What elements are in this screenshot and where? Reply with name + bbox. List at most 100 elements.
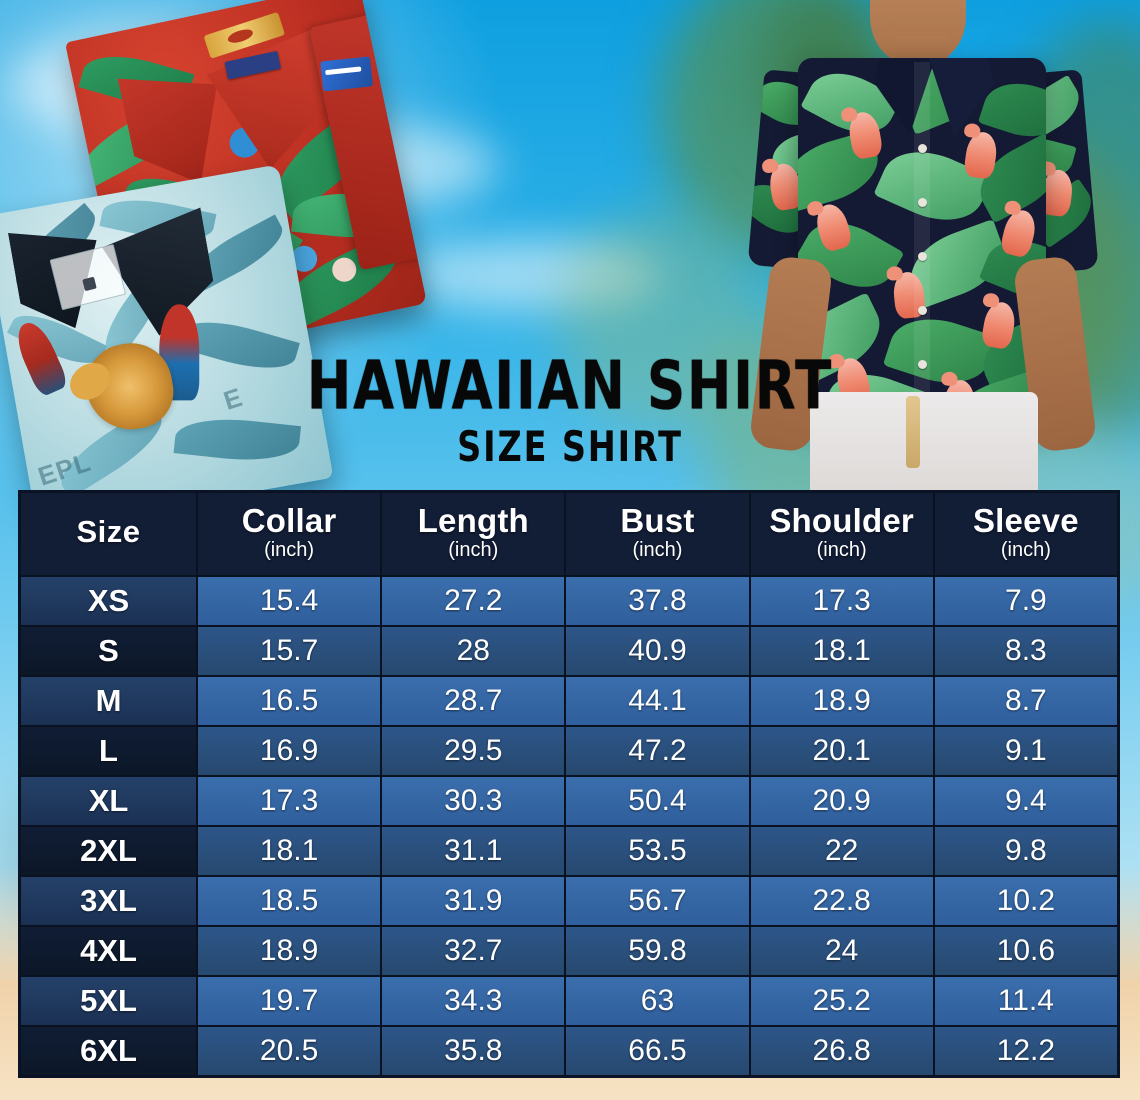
collar-cell: 18.9 xyxy=(197,926,382,976)
size-cell: L xyxy=(20,726,197,776)
table-row: XL 17.3 30.3 50.4 20.9 9.4 xyxy=(20,776,1118,826)
collar-cell: 18.5 xyxy=(197,876,382,926)
bust-cell: 50.4 xyxy=(565,776,750,826)
button-placket xyxy=(914,62,930,424)
table-row: L 16.9 29.5 47.2 20.1 9.1 xyxy=(20,726,1118,776)
column-header-label: Size xyxy=(76,514,141,549)
size-cell: M xyxy=(20,676,197,726)
shoulder-cell: 18.1 xyxy=(749,626,934,676)
shoulder-cell: 24 xyxy=(749,926,934,976)
sleeve-cell: 9.4 xyxy=(933,776,1118,826)
column-header-sleeve: Sleeve (inch) xyxy=(933,492,1118,576)
bust-cell: 37.8 xyxy=(565,576,750,626)
brand-tag xyxy=(320,56,374,92)
light-blue-hibiscus-parrot-shirt: EPL E xyxy=(0,164,334,530)
shoulder-cell: 18.9 xyxy=(749,676,934,726)
length-cell: 27.2 xyxy=(381,576,566,626)
column-header-shoulder: Shoulder (inch) xyxy=(749,492,934,576)
length-cell: 28.7 xyxy=(381,676,566,726)
column-header-bust: Bust (inch) xyxy=(565,492,750,576)
column-header-label: Collar xyxy=(241,501,337,539)
shirt-button xyxy=(918,198,927,207)
collar-cell: 17.3 xyxy=(197,776,382,826)
table-row: 5XL 19.7 34.3 63 25.2 11.4 xyxy=(20,976,1118,1026)
length-cell: 31.1 xyxy=(381,826,566,876)
sleeve-cell: 8.7 xyxy=(933,676,1118,726)
bust-cell: 56.7 xyxy=(565,876,750,926)
table-header-row: Size Collar (inch) Length (inch) Bust (i… xyxy=(20,492,1118,576)
bust-cell: 53.5 xyxy=(565,826,750,876)
column-header-size: Size xyxy=(20,492,197,576)
length-cell: 34.3 xyxy=(381,976,566,1026)
length-cell: 31.9 xyxy=(381,876,566,926)
collar-cell: 18.1 xyxy=(197,826,382,876)
cloud xyxy=(400,240,660,310)
navy-flamingo-shirt-body xyxy=(798,58,1046,428)
size-cell: 5XL xyxy=(20,976,197,1026)
shoulder-cell: 25.2 xyxy=(749,976,934,1026)
table-row: M 16.5 28.7 44.1 18.9 8.7 xyxy=(20,676,1118,726)
length-cell: 35.8 xyxy=(381,1026,566,1076)
length-cell: 32.7 xyxy=(381,926,566,976)
size-cell: 3XL xyxy=(20,876,197,926)
collar-cell: 20.5 xyxy=(197,1026,382,1076)
shirt-button xyxy=(918,144,927,153)
sleeve-cell: 10.6 xyxy=(933,926,1118,976)
folded-hawaiian-shirts-photo: EPL E xyxy=(0,0,428,530)
sleeve-cell: 11.4 xyxy=(933,976,1118,1026)
table-row: S 15.7 28 40.9 18.1 8.3 xyxy=(20,626,1118,676)
size-cell: XL xyxy=(20,776,197,826)
column-header-label: Sleeve xyxy=(972,501,1079,539)
size-cell: S xyxy=(20,626,197,676)
hawaiian-shirt-size-chart: Size Collar (inch) Length (inch) Bust (i… xyxy=(20,492,1118,1076)
model-wearing-navy-flamingo-shirt-photo xyxy=(700,0,1140,500)
collar-cell: 16.5 xyxy=(197,676,382,726)
shirt-button xyxy=(918,306,927,315)
model-white-pants xyxy=(810,392,1038,500)
bust-cell: 47.2 xyxy=(565,726,750,776)
collar-cell: 16.9 xyxy=(197,726,382,776)
collar-cell: 15.4 xyxy=(197,576,382,626)
pants-drawstring xyxy=(906,396,920,468)
length-cell: 28 xyxy=(381,626,566,676)
column-header-label: Length xyxy=(417,501,529,539)
size-cell: XS xyxy=(20,576,197,626)
table-row: 6XL 20.5 35.8 66.5 26.8 12.2 xyxy=(20,1026,1118,1076)
bust-cell: 63 xyxy=(565,976,750,1026)
sleeve-cell: 7.9 xyxy=(933,576,1118,626)
sleeve-cell: 12.2 xyxy=(933,1026,1118,1076)
length-cell: 29.5 xyxy=(381,726,566,776)
palm-foliage-blur xyxy=(560,210,760,430)
shoulder-cell: 22 xyxy=(749,826,934,876)
shoulder-cell: 22.8 xyxy=(749,876,934,926)
shirt-button xyxy=(918,360,927,369)
column-header-unit: (inch) xyxy=(816,538,867,561)
length-cell: 30.3 xyxy=(381,776,566,826)
table-row: 3XL 18.5 31.9 56.7 22.8 10.2 xyxy=(20,876,1118,926)
column-header-unit: (inch) xyxy=(264,538,315,561)
column-header-collar: Collar (inch) xyxy=(197,492,382,576)
column-header-label: Shoulder xyxy=(769,501,914,539)
shirt-button xyxy=(918,252,927,261)
bust-cell: 59.8 xyxy=(565,926,750,976)
sleeve-cell: 8.3 xyxy=(933,626,1118,676)
table-row: 4XL 18.9 32.7 59.8 24 10.6 xyxy=(20,926,1118,976)
shoulder-cell: 17.3 xyxy=(749,576,934,626)
table-row: XS 15.4 27.2 37.8 17.3 7.9 xyxy=(20,576,1118,626)
column-header-label: Bust xyxy=(620,501,695,539)
shoulder-cell: 26.8 xyxy=(749,1026,934,1076)
shoulder-cell: 20.1 xyxy=(749,726,934,776)
column-header-unit: (inch) xyxy=(632,538,683,561)
size-cell: 6XL xyxy=(20,1026,197,1076)
shoulder-cell: 20.9 xyxy=(749,776,934,826)
bust-cell: 66.5 xyxy=(565,1026,750,1076)
column-header-unit: (inch) xyxy=(448,538,499,561)
collar-cell: 15.7 xyxy=(197,626,382,676)
bust-cell: 40.9 xyxy=(565,626,750,676)
sleeve-cell: 9.8 xyxy=(933,826,1118,876)
size-cell: 4XL xyxy=(20,926,197,976)
size-cell: 2XL xyxy=(20,826,197,876)
column-header-unit: (inch) xyxy=(1000,538,1051,561)
collar-cell: 19.7 xyxy=(197,976,382,1026)
sleeve-cell: 9.1 xyxy=(933,726,1118,776)
